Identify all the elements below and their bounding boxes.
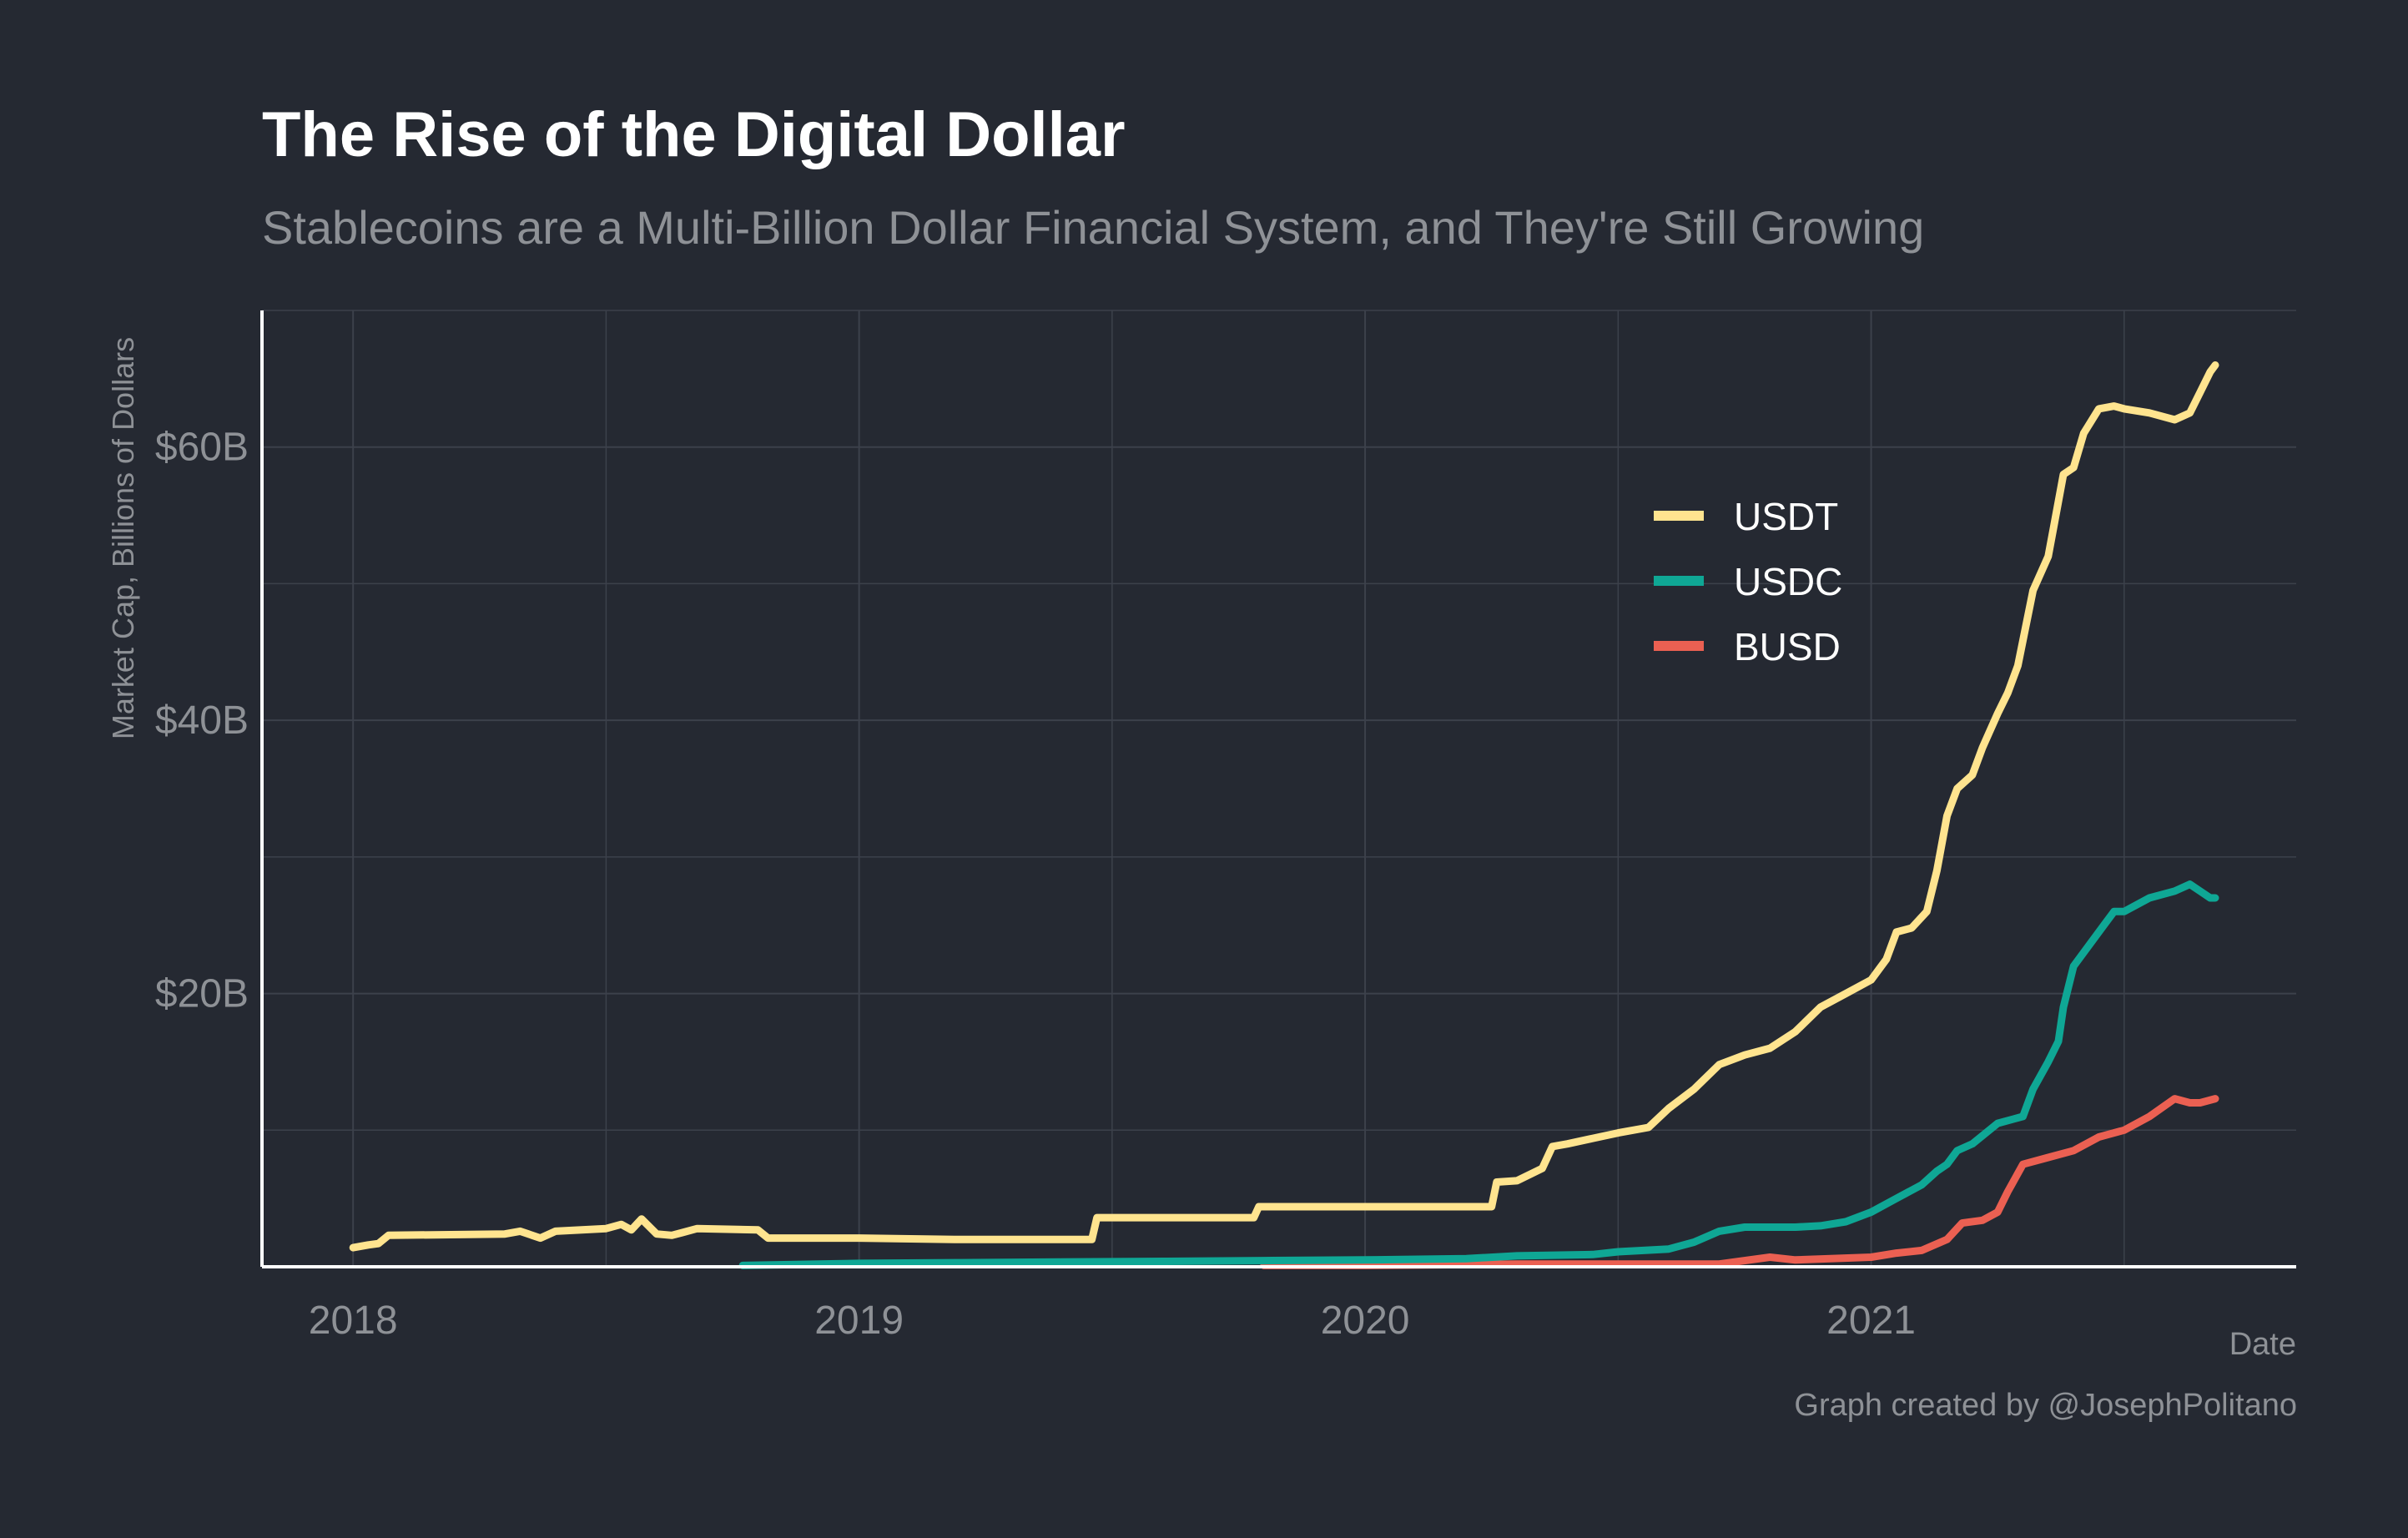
series-line-busd [1260, 1095, 2219, 1269]
chart-title: The Rise of the Digital Dollar [262, 99, 1126, 170]
series-line-usdc [738, 880, 2219, 1269]
axes [260, 310, 2296, 1268]
chart-caption: Graph created by @JosephPolitano [1794, 1388, 2297, 1423]
legend-label-usdc: USDC [1734, 560, 1842, 603]
x-tick-label: 2019 [814, 1298, 904, 1343]
y-tick-label: $40B [155, 698, 249, 743]
y-tick-label: $60B [155, 426, 249, 470]
x-tick-label: 2020 [1321, 1298, 1410, 1343]
x-tick-label: 2018 [309, 1298, 398, 1343]
chart-subtitle: Stablecoins are a Multi-Billion Dollar F… [262, 201, 1925, 254]
legend-label-busd: BUSD [1734, 625, 1841, 668]
y-tick-labels: $20B $40B $60B [155, 426, 249, 1016]
legend: USDT USDC BUSD [1654, 495, 1842, 668]
y-axis-label: Market Cap, Billions of Dollars [106, 337, 140, 739]
legend-label-usdt: USDT [1734, 495, 1838, 538]
x-tick-labels: 2018 2019 2020 2021 [309, 1298, 1916, 1343]
y-tick-label: $20B [155, 972, 249, 1016]
x-tick-label: 2021 [1826, 1298, 1916, 1343]
x-axis-label: Date [2229, 1327, 2296, 1362]
gridlines [262, 310, 2296, 1267]
series-lines [349, 361, 2219, 1269]
series-line-usdt [349, 361, 2219, 1252]
